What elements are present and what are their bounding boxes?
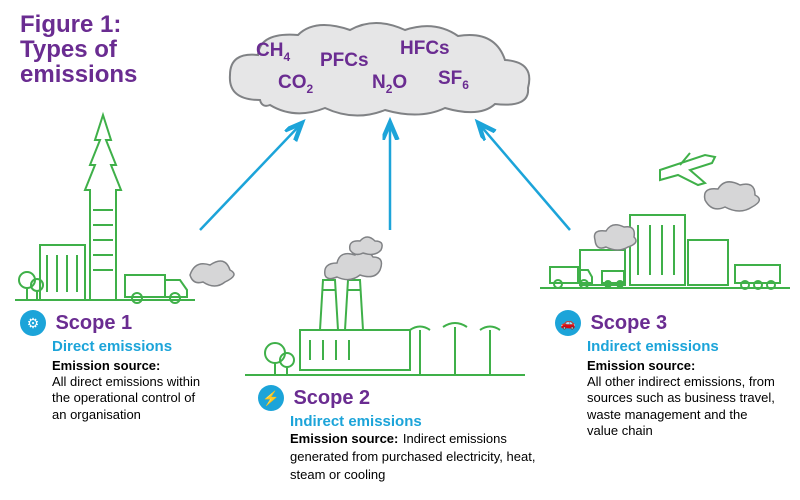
scope1-body: All direct emissions within the operatio… <box>52 374 207 423</box>
scope3-label: Emission source: <box>587 358 780 373</box>
scope2-block: ⚡ Scope 2 Indirect emissions Emission so… <box>258 385 548 484</box>
scope2-illustration <box>245 235 525 380</box>
scope3-illustration <box>540 145 790 305</box>
title-line-3: emissions <box>20 62 137 87</box>
scope2-title: Scope 2 <box>293 387 370 410</box>
scope1-block: ⚙ Scope 1 Direct emissions Emission sour… <box>20 310 230 423</box>
gas-co2: CO2 <box>278 72 313 96</box>
figure-title: Figure 1: Types of emissions <box>20 12 137 88</box>
scope3-subtitle: Indirect emissions <box>587 338 780 355</box>
scope2-label: Emission source: <box>290 431 398 446</box>
title-line-1: Figure 1: <box>20 12 137 37</box>
scope1-icon: ⚙ <box>20 310 46 336</box>
scope1-title: Scope 1 <box>55 312 132 335</box>
scope3-icon: 🚗 <box>555 310 581 336</box>
gas-ch4: CH4 <box>256 40 290 64</box>
gas-hfcs: HFCs <box>400 38 450 60</box>
gas-sf6: SF6 <box>438 68 469 92</box>
scope3-title: Scope 3 <box>590 312 667 335</box>
emissions-cloud <box>220 20 540 120</box>
scope3-block: 🚗 Scope 3 Indirect emissions Emission so… <box>555 310 780 439</box>
scope3-body: All other indirect emissions, from sourc… <box>587 374 777 439</box>
scope2-subtitle: Indirect emissions <box>290 413 548 430</box>
title-line-2: Types of <box>20 37 137 62</box>
scope1-illustration <box>15 100 235 305</box>
gas-pfcs: PFCs <box>320 50 369 72</box>
scope2-icon: ⚡ <box>258 385 284 411</box>
gas-n2o: N2O <box>372 72 407 96</box>
scope1-subtitle: Direct emissions <box>52 338 230 355</box>
scope1-label: Emission source: <box>52 358 230 373</box>
